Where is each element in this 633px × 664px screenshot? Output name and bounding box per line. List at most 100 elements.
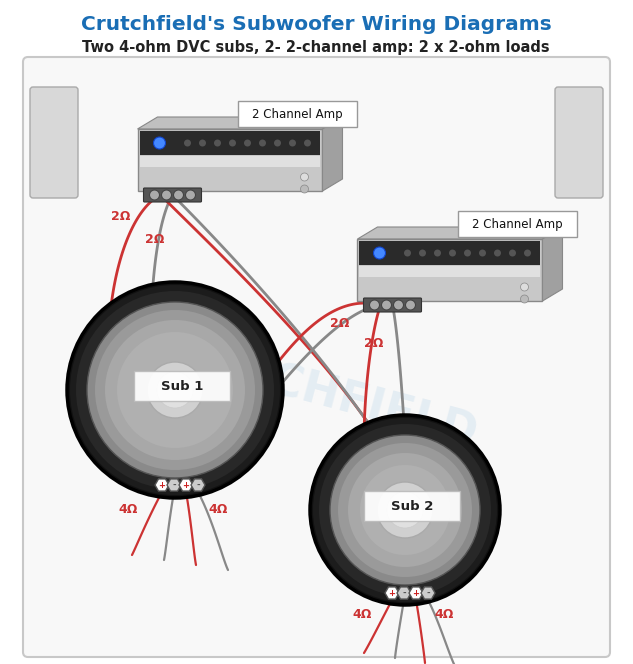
Circle shape [394, 300, 403, 310]
Circle shape [377, 482, 433, 538]
Circle shape [304, 139, 311, 147]
Circle shape [479, 250, 486, 256]
Circle shape [173, 190, 184, 200]
Circle shape [157, 372, 193, 408]
Polygon shape [358, 227, 563, 239]
Text: Two 4-ohm DVC subs, 2- 2-channel amp: 2 x 2-ohm loads: Two 4-ohm DVC subs, 2- 2-channel amp: 2 … [82, 40, 550, 55]
FancyBboxPatch shape [238, 101, 357, 127]
Circle shape [370, 300, 380, 310]
Circle shape [313, 418, 497, 602]
Circle shape [199, 139, 206, 147]
Text: Sub 1: Sub 1 [161, 380, 203, 392]
Circle shape [449, 250, 456, 256]
Polygon shape [360, 266, 541, 277]
Polygon shape [421, 587, 435, 599]
Circle shape [524, 250, 531, 256]
Polygon shape [360, 241, 541, 265]
Text: +: + [158, 481, 165, 489]
Circle shape [105, 320, 245, 460]
Text: +: + [413, 588, 420, 598]
Circle shape [310, 415, 500, 605]
Circle shape [338, 443, 472, 577]
Circle shape [301, 173, 308, 181]
FancyBboxPatch shape [363, 298, 422, 312]
Circle shape [76, 291, 274, 489]
Text: 2 Channel Amp: 2 Channel Amp [252, 108, 342, 120]
Circle shape [147, 362, 203, 418]
Polygon shape [385, 587, 399, 599]
Polygon shape [322, 117, 342, 191]
Circle shape [406, 300, 415, 310]
Text: 2Ω: 2Ω [365, 337, 384, 350]
Polygon shape [191, 479, 205, 491]
Circle shape [419, 250, 426, 256]
Text: Sub 2: Sub 2 [391, 499, 433, 513]
FancyBboxPatch shape [30, 87, 78, 198]
Text: 4Ω: 4Ω [208, 503, 227, 516]
Text: 2Ω: 2Ω [144, 233, 164, 246]
Text: -: - [196, 481, 200, 489]
Text: +: + [182, 481, 189, 489]
Polygon shape [139, 131, 320, 155]
FancyBboxPatch shape [364, 491, 460, 521]
Text: CRUTCHFIELD: CRUTCHFIELD [137, 325, 483, 456]
Polygon shape [358, 239, 542, 301]
Circle shape [149, 190, 160, 200]
Circle shape [117, 332, 233, 448]
Circle shape [161, 190, 172, 200]
Circle shape [67, 282, 283, 498]
Polygon shape [155, 479, 169, 491]
Polygon shape [137, 129, 322, 191]
FancyBboxPatch shape [144, 188, 201, 202]
Circle shape [289, 139, 296, 147]
Polygon shape [409, 587, 423, 599]
Circle shape [520, 283, 529, 291]
Circle shape [70, 285, 280, 495]
Circle shape [464, 250, 471, 256]
Circle shape [185, 190, 196, 200]
Text: 4Ω: 4Ω [434, 608, 453, 621]
Polygon shape [139, 156, 320, 167]
Circle shape [95, 310, 255, 470]
Polygon shape [137, 117, 342, 129]
Circle shape [214, 139, 221, 147]
Circle shape [434, 250, 441, 256]
FancyBboxPatch shape [555, 87, 603, 198]
Circle shape [229, 139, 236, 147]
Circle shape [319, 424, 491, 596]
Circle shape [360, 465, 450, 555]
Circle shape [520, 295, 529, 303]
Circle shape [348, 453, 462, 567]
Circle shape [184, 139, 191, 147]
Circle shape [87, 302, 263, 478]
Text: +: + [389, 588, 396, 598]
Text: 2 Channel Amp: 2 Channel Amp [472, 218, 562, 230]
FancyBboxPatch shape [23, 57, 610, 657]
Polygon shape [179, 479, 193, 491]
FancyBboxPatch shape [458, 211, 577, 237]
Circle shape [153, 137, 165, 149]
Circle shape [259, 139, 266, 147]
Text: 2Ω: 2Ω [111, 210, 130, 223]
Circle shape [404, 250, 411, 256]
Text: 4Ω: 4Ω [352, 608, 372, 621]
Text: 4Ω: 4Ω [118, 503, 137, 516]
Circle shape [330, 435, 480, 585]
FancyBboxPatch shape [134, 371, 230, 401]
Circle shape [494, 250, 501, 256]
Text: 2Ω: 2Ω [330, 317, 350, 330]
Circle shape [301, 185, 308, 193]
Text: -: - [426, 588, 430, 598]
Polygon shape [167, 479, 181, 491]
Polygon shape [397, 587, 411, 599]
Circle shape [274, 139, 281, 147]
Polygon shape [542, 227, 563, 301]
Text: Crutchfield's Subwoofer Wiring Diagrams: Crutchfield's Subwoofer Wiring Diagrams [80, 15, 551, 34]
Circle shape [387, 492, 423, 528]
Circle shape [509, 250, 516, 256]
Circle shape [244, 139, 251, 147]
Circle shape [373, 247, 385, 259]
Text: -: - [172, 481, 176, 489]
Circle shape [382, 300, 391, 310]
Text: -: - [402, 588, 406, 598]
